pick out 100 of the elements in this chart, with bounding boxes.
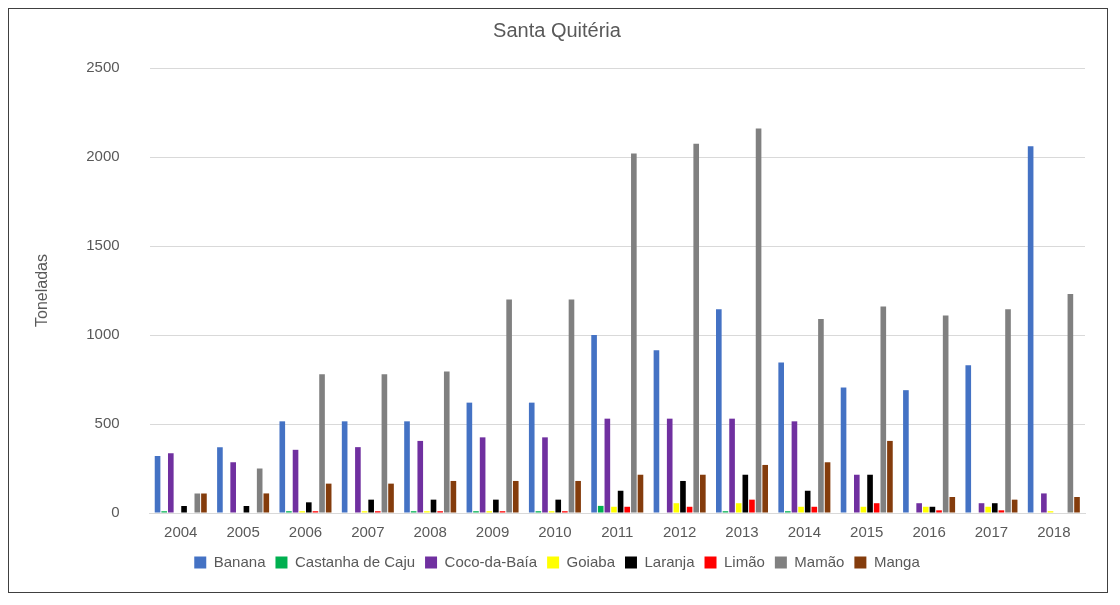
bar bbox=[555, 499, 562, 513]
bar bbox=[355, 447, 361, 513]
bar bbox=[404, 421, 410, 513]
legend-label: Coco-da-Baía bbox=[444, 552, 538, 570]
bar bbox=[965, 365, 972, 513]
bar bbox=[479, 437, 486, 513]
bar bbox=[417, 440, 424, 513]
bar bbox=[929, 506, 936, 513]
bar bbox=[700, 474, 706, 513]
bar bbox=[279, 421, 286, 513]
bar bbox=[916, 503, 922, 513]
bar bbox=[903, 390, 909, 513]
legend-label: Banana bbox=[213, 552, 267, 570]
bar bbox=[978, 503, 985, 513]
bar bbox=[716, 309, 722, 513]
bar bbox=[181, 505, 187, 513]
bar bbox=[824, 462, 831, 513]
bar bbox=[880, 306, 887, 513]
bar bbox=[341, 421, 348, 513]
y-tick-label: 500 bbox=[94, 414, 120, 432]
y-axis-title: Toneladas bbox=[33, 254, 51, 327]
bar bbox=[450, 480, 457, 513]
bar bbox=[305, 502, 312, 513]
x-tick-label: 2005 bbox=[226, 523, 260, 541]
x-tick-label: 2013 bbox=[725, 523, 759, 541]
x-tick-label: 2008 bbox=[413, 523, 447, 541]
bar bbox=[368, 499, 374, 513]
x-tick-label: 2018 bbox=[1037, 523, 1071, 541]
bar bbox=[985, 506, 991, 513]
bar bbox=[729, 418, 735, 513]
bar bbox=[631, 153, 637, 513]
chart-title: Santa Quitéria bbox=[493, 18, 622, 41]
bar bbox=[818, 318, 824, 513]
x-tick-label: 2009 bbox=[475, 523, 510, 541]
bar bbox=[1074, 496, 1080, 513]
bar bbox=[542, 437, 548, 513]
bar bbox=[762, 464, 769, 513]
bar bbox=[430, 499, 437, 513]
legend-label: Laranja bbox=[644, 552, 696, 570]
bar bbox=[673, 503, 680, 513]
y-tick-label: 0 bbox=[111, 503, 120, 521]
bar bbox=[873, 503, 880, 513]
bar bbox=[1005, 309, 1011, 513]
bar bbox=[154, 456, 161, 513]
bar bbox=[591, 335, 597, 513]
bar bbox=[887, 440, 893, 513]
legend-label: Goiaba bbox=[566, 552, 616, 570]
x-tick-label: 2017 bbox=[974, 523, 1009, 541]
bar bbox=[804, 490, 811, 513]
bar bbox=[1041, 493, 1047, 513]
bar bbox=[443, 371, 450, 513]
legend-label: Limão bbox=[724, 552, 765, 570]
bar bbox=[811, 506, 818, 513]
bar bbox=[666, 418, 673, 513]
bar bbox=[319, 374, 325, 513]
bar bbox=[263, 493, 270, 513]
bar bbox=[243, 505, 250, 513]
legend-label: Castanha de Caju bbox=[294, 552, 416, 570]
x-tick-label: 2015 bbox=[850, 523, 884, 541]
y-tick-label: 2000 bbox=[86, 147, 120, 165]
bar bbox=[168, 453, 174, 513]
bar bbox=[201, 493, 207, 513]
bar bbox=[922, 506, 929, 513]
bar bbox=[749, 499, 755, 513]
bar bbox=[512, 480, 519, 513]
bar bbox=[998, 510, 1005, 513]
bar bbox=[493, 499, 499, 513]
x-tick-label: 2006 bbox=[288, 523, 323, 541]
bar bbox=[388, 483, 394, 513]
bar bbox=[597, 505, 604, 513]
x-tick-label: 2011 bbox=[601, 523, 634, 541]
bar bbox=[611, 506, 617, 513]
bar bbox=[798, 506, 804, 513]
x-tick-label: 2004 bbox=[164, 523, 198, 541]
bar bbox=[867, 474, 873, 513]
bar bbox=[991, 503, 998, 513]
bar bbox=[680, 480, 686, 513]
bar bbox=[624, 506, 631, 513]
bar bbox=[1011, 499, 1018, 513]
legend-label: Mamão bbox=[794, 552, 845, 570]
y-tick-label: 2500 bbox=[86, 58, 120, 76]
bar bbox=[693, 143, 700, 513]
y-tick-label: 1500 bbox=[86, 236, 120, 254]
x-tick-label: 2012 bbox=[662, 523, 697, 541]
bar bbox=[949, 496, 956, 513]
x-tick-label: 2016 bbox=[912, 523, 946, 541]
bar bbox=[778, 362, 784, 513]
x-tick-label: 2007 bbox=[351, 523, 385, 541]
bar bbox=[617, 490, 624, 513]
bar bbox=[735, 503, 742, 513]
x-tick-label: 2014 bbox=[787, 523, 822, 541]
bar bbox=[686, 506, 693, 513]
bar bbox=[506, 299, 512, 513]
bar bbox=[936, 510, 942, 513]
bar bbox=[528, 402, 535, 513]
bar bbox=[791, 421, 798, 513]
y-tick-label: 1000 bbox=[86, 325, 120, 343]
x-tick-label: 2010 bbox=[538, 523, 572, 541]
bar bbox=[230, 462, 236, 513]
bar bbox=[853, 474, 860, 513]
